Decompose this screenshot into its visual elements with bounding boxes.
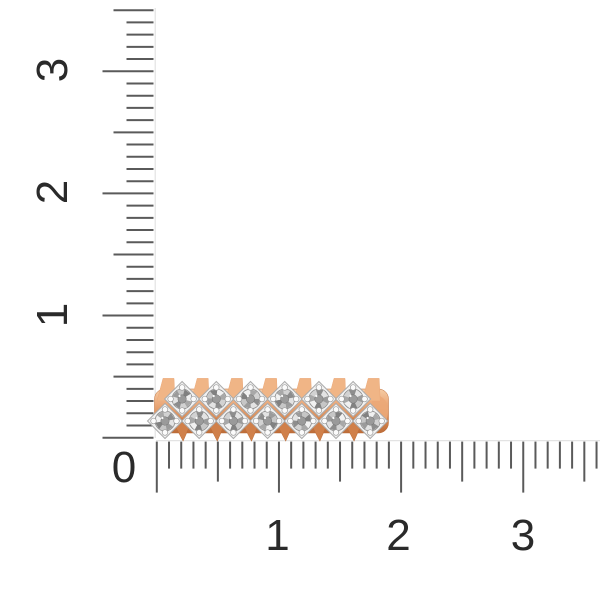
vertical-ruler-label-3: 3 (28, 57, 77, 82)
ring-photo (146, 378, 389, 442)
horizontal-ruler-label-2: 2 (386, 510, 411, 560)
vertical-ruler-label-1: 1 (28, 302, 77, 328)
ruler-origin-label: 0 (111, 443, 137, 492)
rulers (102, 8, 600, 493)
horizontal-ruler-label-3: 3 (510, 511, 536, 560)
vertical-ruler-label-2: 2 (28, 179, 77, 204)
horizontal-ruler-label-1: 1 (265, 510, 290, 560)
